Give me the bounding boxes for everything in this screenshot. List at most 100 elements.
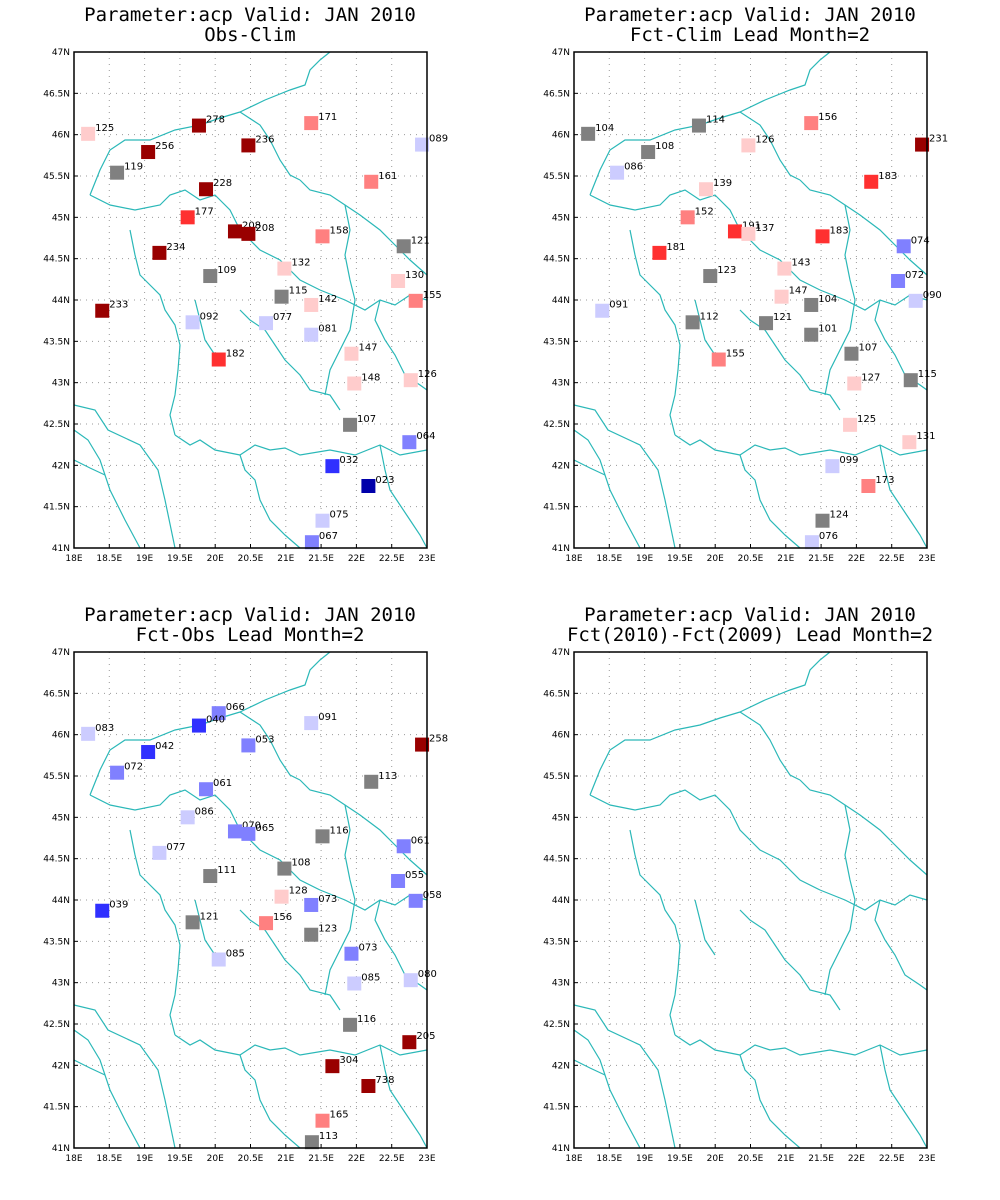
y-tick-label: 41.5N [43,1103,70,1113]
station-marker [415,737,430,752]
y-tick-label: 47N [552,48,570,58]
station-marker [259,916,274,931]
y-tick-label: 44.5N [543,255,570,265]
station-value-label: 053 [255,734,274,745]
station-marker [343,1017,358,1032]
x-tick-label: 21E [277,1154,294,1164]
station-marker [274,889,289,904]
station-value-label: 130 [405,270,424,281]
station-marker [81,726,96,741]
station-value-label: 177 [195,206,214,217]
border-line [73,429,141,549]
x-tick-label: 20.5E [738,554,764,564]
x-tick-label: 18E [565,554,582,564]
station-value-label: 137 [755,223,774,234]
y-tick-label: 46N [52,131,70,141]
map-panel-fct-obs: Parameter:acp Valid: JAN 2010 Fct-Obs Le… [0,600,500,1200]
station-marker [804,327,819,342]
y-tick-label: 41.5N [543,1103,570,1113]
station-value-label: 113 [319,1131,338,1142]
station-value-label: 083 [95,723,114,734]
station-value-label: 061 [411,835,430,846]
y-tick-label: 43.5N [543,337,570,347]
station-marker [241,226,256,241]
station-marker [180,810,195,825]
station-value-label: 107 [858,343,877,354]
x-tick-label: 18E [565,1154,582,1164]
station-value-label: 205 [416,1031,435,1042]
border-line [674,434,741,456]
station-marker [864,174,879,189]
station-value-label: 065 [255,823,274,834]
station-marker [191,118,206,133]
border-line [299,179,428,276]
border-line [629,229,681,436]
x-tick-label: 22.5E [379,1154,405,1164]
x-tick-label: 21.5E [808,554,834,564]
border-line [573,429,641,549]
x-tick-label: 19E [636,554,653,564]
station-marker [325,459,340,474]
country-borders [73,51,428,549]
station-marker [274,289,289,304]
station-marker [180,210,195,225]
y-tick-label: 47N [552,648,570,658]
station-marker [203,269,218,284]
border-line [239,909,341,1011]
x-tick-label: 19.5E [167,1154,193,1164]
station-value-label: 058 [423,890,442,901]
station-marker [95,903,110,918]
station-value-label: 085 [226,949,245,960]
station-value-label: 109 [217,265,236,276]
y-tick-label: 43N [552,379,570,389]
station-value-label: 121 [200,911,219,922]
station-value-label: 108 [655,141,674,152]
border-line [573,459,606,476]
x-tick-label: 21E [277,554,294,564]
station-value-label: 124 [830,510,849,521]
station-marker [315,229,330,244]
border-line [573,404,676,549]
station-marker [680,210,695,225]
border-line [824,804,856,996]
border-line [824,204,856,396]
panel-title-line1: Parameter:acp Valid: JAN 2010 [584,604,916,626]
x-tick-label: 22E [348,554,365,564]
station-value-label: 092 [200,311,219,322]
station-value-label: 165 [330,1110,349,1121]
station-marker [774,289,789,304]
border-line [194,299,216,356]
x-tick-label: 20E [707,554,724,564]
station-marker [141,745,156,760]
y-tick-label: 44.5N [43,255,70,265]
station-value-label: 061 [213,778,232,789]
station-value-label: 023 [375,475,394,486]
panel-title-line1: Parameter:acp Valid: JAN 2010 [84,604,416,626]
station-marker [241,138,256,153]
station-value-label: 072 [124,762,143,773]
station-marker [347,976,362,991]
station-marker [259,316,274,331]
station-value-label: 148 [361,372,380,383]
border-line [874,299,928,391]
station-marker [304,297,319,312]
station-marker [891,273,906,288]
station-value-label: 123 [717,265,736,276]
border-line [799,179,928,276]
x-tick-label: 21.5E [308,554,334,564]
border-line [694,299,716,356]
x-tick-label: 22E [848,554,865,564]
panel-subtitle: Obs-Clim [204,24,296,46]
station-marker [304,897,319,912]
country-borders [573,651,928,1149]
station-value-label: 304 [339,1055,358,1066]
station-value-label: 126 [755,134,774,145]
station-value-label: 278 [206,115,225,126]
station-value-label: 234 [166,242,185,253]
border-line [89,189,428,311]
border-line [694,899,716,956]
x-tick-label: 23E [918,1154,935,1164]
x-tick-label: 21.5E [808,1154,834,1164]
station-marker [741,226,756,241]
